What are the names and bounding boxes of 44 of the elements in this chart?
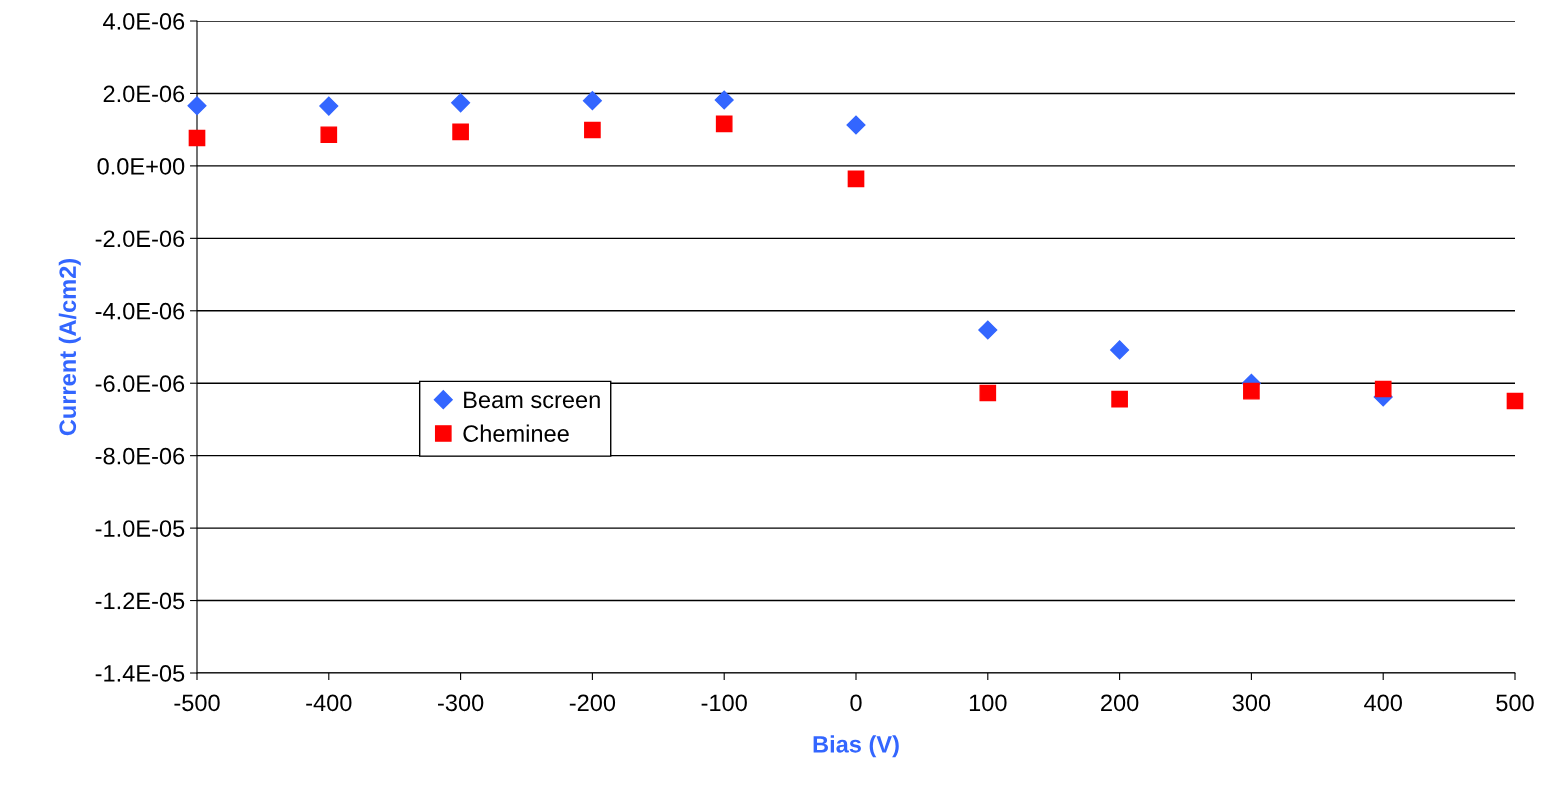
point: [584, 121, 601, 139]
point: [979, 384, 997, 402]
y-tick-label: -1.4E-05: [95, 665, 185, 682]
point: [319, 96, 339, 116]
x-tick-label: 400: [1364, 694, 1402, 712]
x-tick-label: 100: [969, 694, 1007, 712]
point: [320, 126, 338, 144]
x-tick-label: 0: [850, 694, 862, 712]
y-tick-label: 4.0E-06: [103, 13, 185, 30]
point: [187, 96, 207, 116]
y-tick-label: -4.0E-06: [95, 302, 185, 320]
y-tick-label: 0.0E+00: [97, 157, 185, 175]
x-tick-label: 200: [1101, 694, 1139, 712]
x-tick-label: -300: [438, 694, 484, 712]
y-tick-label: -1.2E-05: [95, 592, 185, 610]
x-tick-label: 500: [1496, 694, 1534, 712]
x-tick-label: -200: [569, 694, 616, 712]
y-axis-title: Current (A/cm2): [58, 258, 81, 436]
point: [582, 91, 602, 111]
point: [1243, 382, 1260, 400]
point: [452, 123, 469, 141]
point: [1110, 340, 1130, 360]
x-tick-label: -100: [701, 694, 747, 712]
point: [451, 93, 471, 113]
x-tick-label: 300: [1232, 694, 1271, 712]
point: [847, 170, 865, 188]
y-tick-label: 2.0E-06: [103, 85, 185, 103]
point: [846, 115, 866, 135]
point: [188, 129, 206, 147]
point: [1111, 390, 1128, 408]
y-tick-label: -1.0E-05: [95, 520, 185, 537]
legend-label: Beam screen: [464, 391, 600, 409]
legend-label: Cheminee: [463, 424, 569, 442]
x-tick-label: -400: [306, 694, 352, 712]
point: [1374, 380, 1392, 398]
x-axis-title: Bias (V): [813, 735, 899, 758]
point: [715, 115, 733, 133]
y-tick-label: -2.0E-06: [95, 230, 185, 248]
x-tick-label: -500: [174, 694, 220, 712]
point: [714, 90, 734, 110]
y-tick-label: -8.0E-06: [95, 447, 185, 465]
point: [1506, 392, 1524, 410]
y-tick-label: -6.0E-06: [95, 375, 185, 393]
point: [978, 320, 998, 340]
